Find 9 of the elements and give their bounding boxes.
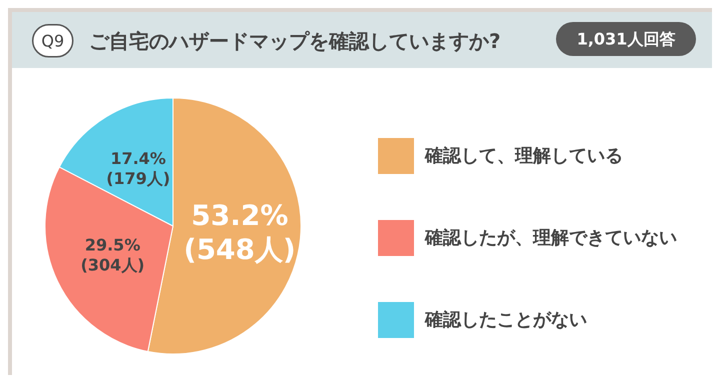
text: Q9: [41, 31, 64, 50]
data-label: 29.5% (304人): [80, 235, 145, 274]
data-label: 17.4% (179人): [106, 149, 170, 188]
text: 1,031人回答: [576, 30, 676, 48]
legend-label: 確認したことがない: [424, 310, 587, 330]
legend-label: 確認して、理解している: [424, 146, 623, 166]
data-label: 53.2% (548人): [184, 199, 296, 266]
chart-title: ご自宅のハザードマップを確認していますか?: [89, 29, 501, 53]
legend-label: 確認したが、理解できていない: [424, 228, 677, 248]
